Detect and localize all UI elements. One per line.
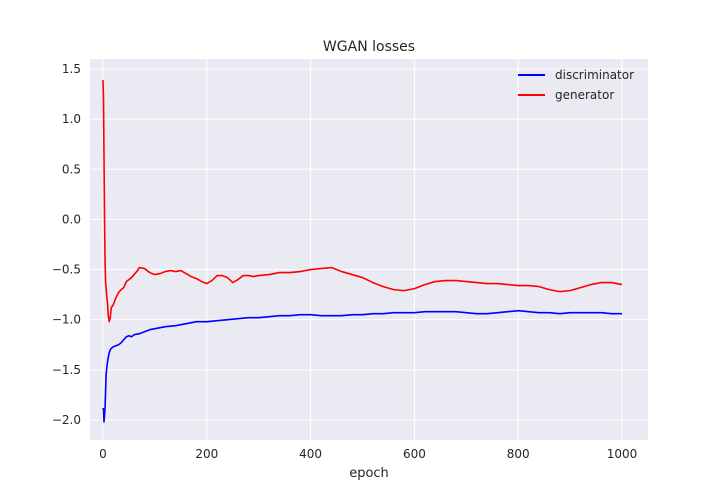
- x-tick-label: 600: [403, 447, 426, 461]
- legend-label-generator: generator: [555, 88, 614, 102]
- y-tick-label: 0.5: [62, 162, 81, 176]
- x-axis-label: epoch: [349, 466, 389, 481]
- y-tick-labels: −2.0 −1.5 −1.0 −0.5 0.0 0.5 1.0 1.5: [52, 62, 81, 427]
- chart-title: WGAN losses: [323, 39, 415, 55]
- grid: [90, 59, 648, 440]
- y-tick-label: 1.5: [62, 62, 81, 76]
- x-tick-labels: 0 200 400 600 800 1000: [99, 447, 637, 461]
- x-tick-label: 1000: [607, 447, 638, 461]
- y-tick-label: −1.5: [52, 363, 81, 377]
- series-layer: [102, 80, 623, 423]
- y-tick-label: −0.5: [52, 263, 81, 277]
- y-tick-label: −1.0: [52, 313, 81, 327]
- x-tick-label: 800: [507, 447, 530, 461]
- y-tick-label: −2.0: [52, 413, 81, 427]
- series-line-generator: [102, 80, 623, 323]
- x-tick-label: 400: [299, 447, 322, 461]
- legend-label-discriminator: discriminator: [555, 68, 634, 82]
- x-tick-label: 0: [99, 447, 107, 461]
- y-tick-label: 1.0: [62, 112, 81, 126]
- y-tick-label: 0.0: [62, 212, 81, 226]
- series-line-discriminator: [102, 309, 623, 423]
- plot-background: [90, 59, 648, 440]
- legend: discriminator generator: [518, 68, 634, 102]
- x-tick-label: 200: [195, 447, 218, 461]
